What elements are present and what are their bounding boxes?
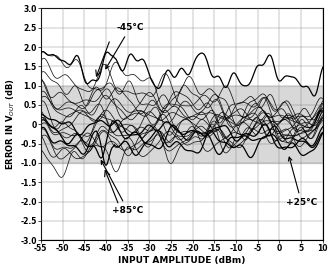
Bar <box>41 86 323 163</box>
Text: -45°C: -45°C <box>106 23 144 69</box>
Y-axis label: ERROR IN V$_{OUT}$ (dB): ERROR IN V$_{OUT}$ (dB) <box>5 78 17 170</box>
X-axis label: INPUT AMPLITUDE (dBm): INPUT AMPLITUDE (dBm) <box>118 256 245 265</box>
Text: +25°C: +25°C <box>286 157 317 207</box>
Text: +85°C: +85°C <box>101 161 144 215</box>
